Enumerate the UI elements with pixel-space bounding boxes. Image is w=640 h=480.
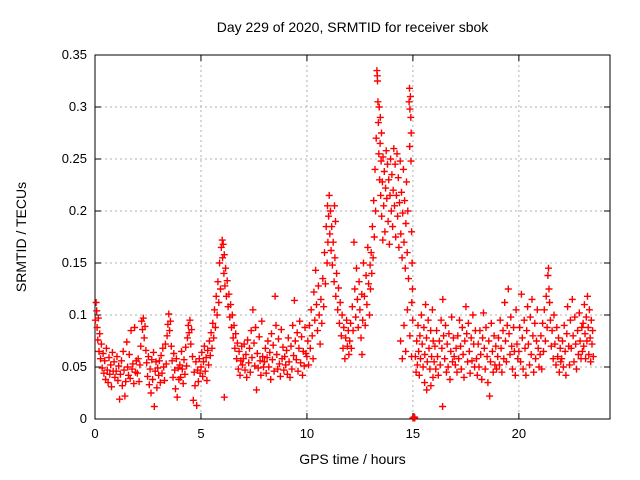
x-tick-label: 0 xyxy=(91,426,99,441)
y-tick-label: 0.2 xyxy=(68,203,87,218)
y-tick-label: 0.1 xyxy=(68,307,87,322)
x-axis-label: GPS time / hours xyxy=(299,451,406,467)
x-tick-label: 5 xyxy=(197,426,205,441)
grid-lines xyxy=(95,55,610,419)
y-tick-label: 0.25 xyxy=(61,151,87,166)
chart-title: Day 229 of 2020, SRMTID for receiver sbo… xyxy=(216,19,489,35)
scatter-points xyxy=(91,67,597,422)
x-tick-label: 20 xyxy=(511,426,527,441)
y-tick-label: 0.15 xyxy=(61,255,87,270)
x-tick-label: 10 xyxy=(299,426,315,441)
y-tick-label: 0.3 xyxy=(68,99,87,114)
plot-border xyxy=(94,54,611,420)
x-tick-label: 15 xyxy=(405,426,421,441)
y-tick-label: 0.35 xyxy=(61,47,87,62)
y-tick-label: 0.05 xyxy=(61,359,87,374)
y-tick-label: 0 xyxy=(79,411,87,426)
